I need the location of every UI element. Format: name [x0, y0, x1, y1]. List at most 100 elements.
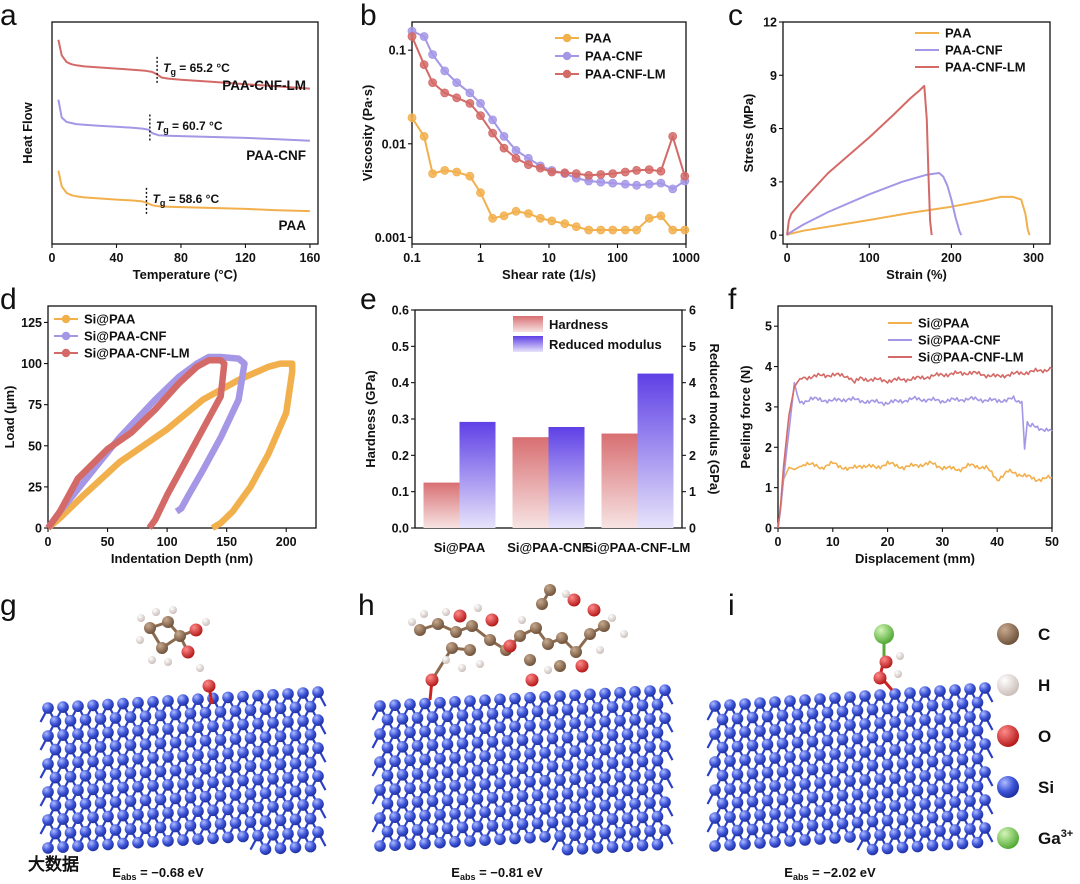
- atom-key-swatch-3: [997, 776, 1019, 798]
- si-atom-g-31: [229, 705, 242, 717]
- si-atom-g-197: [222, 831, 234, 844]
- atom-key-name-3: Si: [1038, 778, 1054, 797]
- mol-atom-h-h5: [620, 630, 628, 638]
- marker-b-PAA-CNF-LM-point-7: [488, 128, 498, 138]
- si-atom-i-59: [761, 738, 774, 751]
- x-tick-label-c-1: 100: [859, 251, 880, 265]
- marker-b-PAA-point-10: [524, 209, 533, 218]
- si-atom-g-43: [132, 724, 144, 737]
- atom-key-label-2: O: [1038, 727, 1051, 746]
- si-atom-g-188: [87, 839, 99, 852]
- si-atom-g-69: [244, 732, 257, 744]
- si-atom-i-100: [821, 762, 834, 775]
- curve-label-a-2: PAA: [278, 218, 306, 233]
- atom-key-charge-4: 3+: [1061, 828, 1074, 840]
- si-atom-h-8: [494, 693, 506, 706]
- si-atom-i-189: [769, 836, 781, 848]
- curve-b-PAA-CNF-LM: [411, 36, 686, 177]
- mol-atom-h-h8: [476, 660, 484, 668]
- mol-atom-h-c15: [524, 654, 536, 666]
- si-atom-g-42: [117, 725, 129, 738]
- si-atom-i-153: [784, 807, 796, 819]
- tg-value: = 60.7 °C: [169, 119, 223, 133]
- si-atom-h-22: [411, 712, 424, 724]
- si-atom-g-152: [102, 810, 114, 823]
- si-atom-g-52: [267, 717, 279, 729]
- atom-key-name-4: Ga: [1038, 829, 1061, 848]
- si-atom-i-110: [971, 752, 984, 765]
- si-atom-i-69: [911, 728, 924, 741]
- si-atom-g-22: [94, 713, 107, 725]
- si-atom-g-205: [274, 842, 287, 855]
- si-atom-i-61: [791, 736, 804, 749]
- si-atom-i-133: [761, 794, 774, 807]
- si-atom-h-133: [614, 770, 626, 783]
- si-atom-g-155: [147, 808, 159, 820]
- si-atom-g-134: [109, 796, 122, 808]
- si-atom-g-106: [244, 760, 257, 772]
- si-atom-g-75: [57, 757, 69, 769]
- si-atom-g-32: [244, 704, 257, 716]
- curve-f-Si@PAA-CNF: [777, 381, 1053, 529]
- si-atom-i-92: [979, 738, 991, 750]
- si-atom-i-119: [829, 776, 841, 788]
- mol-atom-h-o1: [503, 639, 517, 653]
- si-atom-i-132: [746, 795, 759, 808]
- si-atom-h-42: [419, 725, 431, 738]
- y-tick-label-e-6: 0.6: [392, 304, 409, 318]
- y-tick-label-e-4: 0.4: [392, 376, 409, 390]
- si-atom-h-193: [636, 811, 649, 824]
- x-tick-label-a-2: 80: [174, 251, 188, 265]
- si-atom-g-1: [57, 701, 69, 713]
- si-atom-g-162: [252, 801, 264, 814]
- si-atom-g-110: [304, 756, 317, 769]
- si-atom-h-116: [651, 754, 664, 767]
- si-atom-i-131: [731, 796, 744, 809]
- si-atom-h-26: [471, 708, 484, 721]
- si-atom-g-60: [109, 740, 122, 752]
- si-atom-g-67: [214, 734, 227, 746]
- si-atom-h-83: [449, 752, 461, 764]
- y-tick-label-e-5: 0.5: [392, 340, 409, 354]
- si-atom-g-87: [237, 746, 249, 759]
- si-atom-g-181: [259, 815, 272, 827]
- si-atom-g-76: [72, 756, 84, 768]
- curve-d-Si@PAA-CNF-LM: [45, 357, 228, 530]
- si-atom-h-21: [396, 713, 409, 725]
- si-atom-h-139: [411, 796, 424, 808]
- eabs-value: = −2.02 eV: [808, 865, 876, 880]
- si-atom-g-55: [312, 714, 324, 726]
- si-atom-i-205: [881, 842, 894, 855]
- si-atom-h-201: [464, 835, 476, 847]
- mol-atom-h-c16: [464, 644, 476, 656]
- si-atom-i-93: [716, 769, 729, 782]
- si-atom-g-139: [184, 791, 197, 804]
- si-atom-i-173: [806, 819, 819, 832]
- si-atom-i-86: [889, 744, 901, 756]
- mol-atom-h-c14: [544, 584, 556, 596]
- si-atom-g-28: [184, 707, 197, 720]
- si-atom-h-168: [554, 802, 566, 814]
- marker-b-PAA-CNF-point-18: [620, 179, 630, 189]
- si-atom-g-130: [49, 799, 62, 812]
- si-atom-i-44: [814, 721, 826, 733]
- si-atom-h-0: [374, 700, 386, 712]
- si-atom-h-38: [651, 698, 664, 711]
- si-atom-g-27: [169, 708, 182, 721]
- marker-b-PAA-CNF-LM-point-23: [680, 171, 690, 181]
- si-atom-h-93: [599, 743, 611, 756]
- legend-label-d-1: Si@PAA-CNF: [84, 329, 167, 344]
- si-atom-i-72: [956, 725, 969, 738]
- si-atom-h-172: [614, 798, 626, 811]
- marker-b-PAA-point-20: [644, 213, 654, 223]
- si-atom-g-157: [177, 806, 189, 818]
- panel-label-c: c: [728, 0, 743, 32]
- si-atom-h-108: [531, 761, 544, 774]
- mol-atom-h-h2: [442, 608, 450, 616]
- si-atom-h-33: [576, 703, 589, 715]
- marker-b-PAA-point-21: [656, 211, 666, 221]
- si-atom-g-169: [79, 826, 92, 838]
- mol-atom-h-c4: [484, 634, 496, 646]
- y-tick-label-e-3: 0.3: [392, 413, 409, 427]
- si-atom-i-27: [836, 705, 849, 718]
